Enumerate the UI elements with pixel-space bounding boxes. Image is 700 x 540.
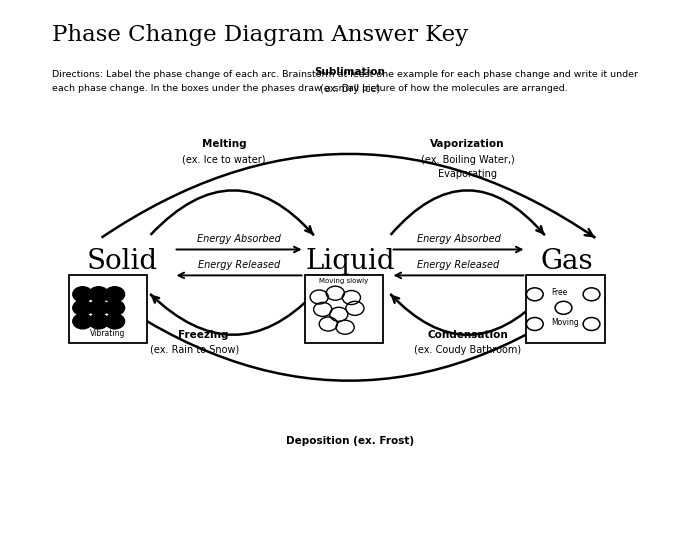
Circle shape (105, 287, 125, 302)
Text: Freezing: Freezing (178, 330, 228, 340)
Bar (304, 275, 383, 343)
Text: Directions: Label the phase change of each arc. Brainstorm at least one example : Directions: Label the phase change of ea… (52, 70, 638, 79)
Text: (ex. Boiling Water,): (ex. Boiling Water,) (421, 154, 514, 165)
Text: (ex. Coudy Bathroom): (ex. Coudy Bathroom) (414, 345, 522, 355)
Text: Energy Absorbed: Energy Absorbed (197, 234, 281, 244)
Text: Sublimation: Sublimation (314, 66, 386, 77)
Circle shape (73, 287, 92, 302)
Text: (ex. Ice to water): (ex. Ice to water) (182, 154, 266, 165)
Text: Moving slowly: Moving slowly (319, 278, 368, 284)
Text: Deposition (ex. Frost): Deposition (ex. Frost) (286, 435, 414, 445)
Circle shape (89, 300, 108, 315)
Text: (ex. Rain to Snow): (ex. Rain to Snow) (150, 345, 239, 355)
Text: Liquid: Liquid (305, 248, 395, 275)
Text: Moving: Moving (551, 318, 579, 327)
Text: Energy Released: Energy Released (198, 260, 281, 270)
Circle shape (89, 287, 108, 302)
Text: Energy Absorbed: Energy Absorbed (416, 234, 500, 244)
Circle shape (105, 314, 125, 329)
Text: (ex. Dry Ice): (ex. Dry Ice) (320, 84, 380, 94)
Text: Gas: Gas (540, 248, 594, 275)
Bar (69, 275, 147, 343)
Text: Vaporization: Vaporization (430, 139, 505, 149)
Text: Energy Released: Energy Released (417, 260, 500, 270)
Text: Melting: Melting (202, 139, 246, 149)
Text: Vibrating: Vibrating (90, 328, 125, 338)
Text: each phase change. In the boxes under the phases draw a small picture of how the: each phase change. In the boxes under th… (52, 84, 568, 93)
Text: Phase Change Diagram Answer Key: Phase Change Diagram Answer Key (52, 24, 469, 46)
Circle shape (89, 314, 108, 329)
Text: Solid: Solid (87, 248, 158, 275)
Text: Condensation: Condensation (427, 330, 508, 340)
Text: Free: Free (551, 288, 567, 297)
Circle shape (73, 314, 92, 329)
Bar (526, 275, 605, 343)
Text: Evaporating: Evaporating (438, 169, 497, 179)
Circle shape (105, 300, 125, 315)
Circle shape (73, 300, 92, 315)
